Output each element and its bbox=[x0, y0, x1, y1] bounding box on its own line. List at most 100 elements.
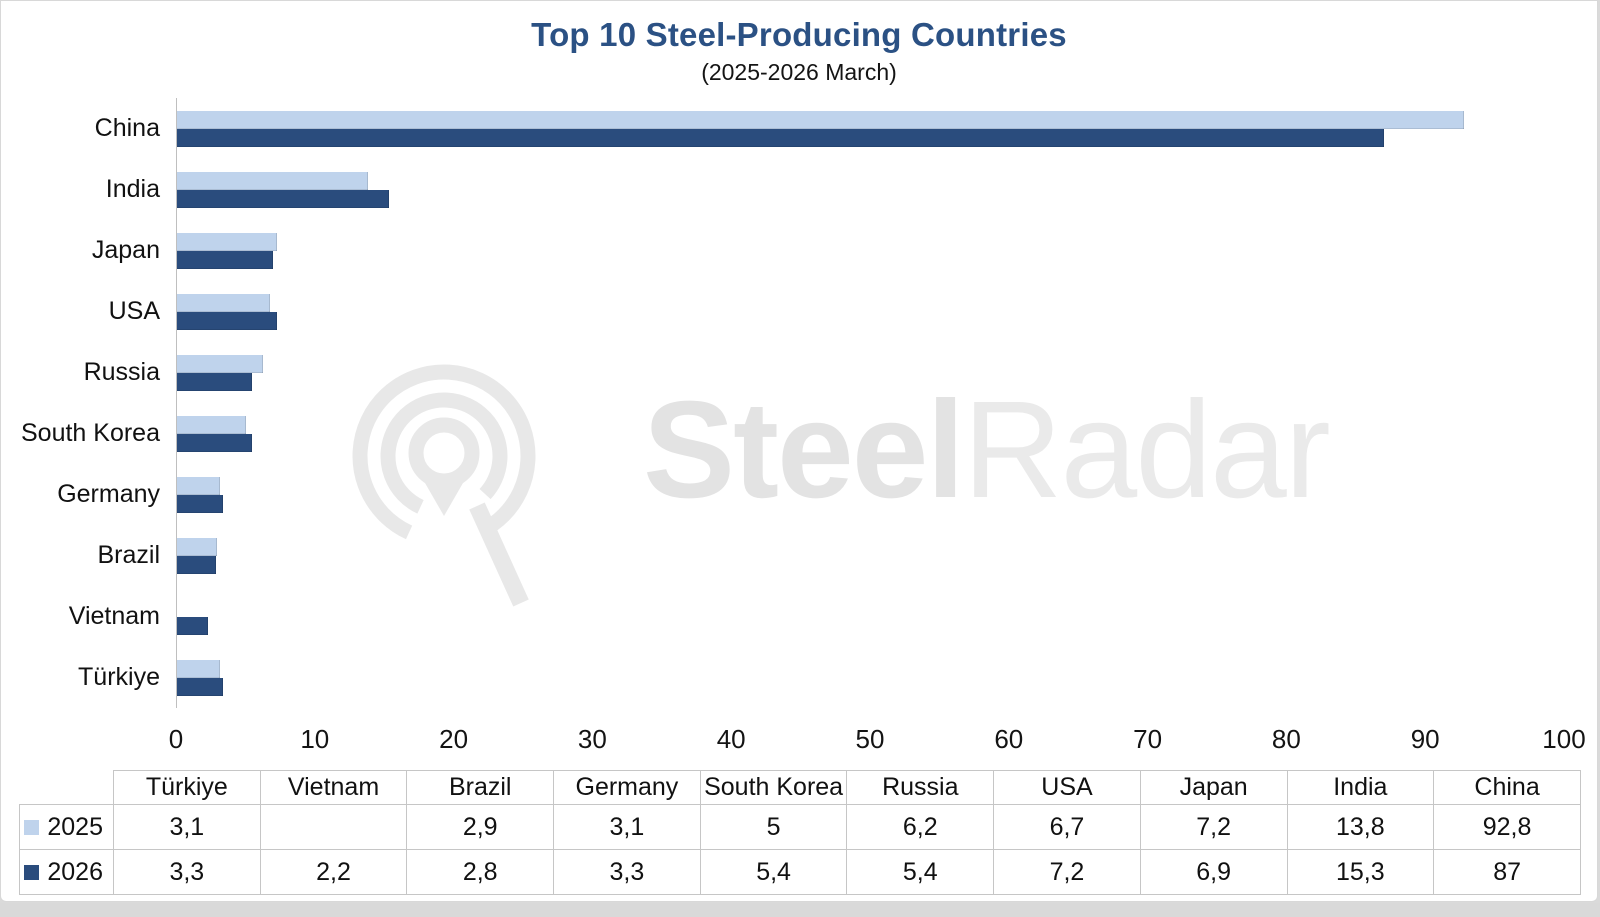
bar-2025-Türkiye bbox=[177, 660, 220, 678]
bar-2025-Japan bbox=[177, 233, 277, 251]
table-header-row: Türkiye Vietnam Brazil Germany South Korea Ru… bbox=[20, 770, 1581, 805]
table-col-header-brazil: Brazil bbox=[406, 770, 555, 805]
bar-track bbox=[176, 159, 1564, 220]
bar-slot bbox=[177, 233, 1564, 251]
category-row: South Korea bbox=[1, 403, 1564, 464]
x-tick-label: 70 bbox=[1133, 724, 1163, 754]
legend-cell-2026: 2026 bbox=[19, 849, 114, 895]
bar-2026-China bbox=[177, 129, 1384, 147]
table-col-header-türkiye: Türkiye bbox=[113, 770, 261, 805]
category-label: Japan bbox=[91, 236, 160, 264]
x-tick-label: 10 bbox=[300, 724, 330, 754]
bar-slot bbox=[177, 416, 1564, 434]
table-value-cell: 92,8 bbox=[1433, 804, 1581, 850]
legend-swatch-2026 bbox=[24, 864, 40, 880]
table-value-cell: 2,2 bbox=[259, 849, 408, 895]
legend-cell-2025: 2025 bbox=[19, 804, 114, 850]
table-col-header-south-korea: South Korea bbox=[699, 770, 848, 805]
bar-slot bbox=[177, 373, 1564, 391]
bar-slot bbox=[177, 599, 1564, 617]
category-label: India bbox=[105, 175, 160, 203]
bar-slot bbox=[177, 251, 1564, 269]
table-col-header-usa: USA bbox=[993, 770, 1141, 805]
category-row: Türkiye bbox=[1, 647, 1564, 708]
bar-2026-Vietnam bbox=[177, 617, 208, 635]
category-row: USA bbox=[1, 281, 1564, 342]
table-corner-cell bbox=[20, 771, 114, 805]
table-value-cell: 5,4 bbox=[846, 849, 995, 895]
plot-area: China India Japan USA Russia South Korea Germa… bbox=[1, 98, 1564, 708]
x-tick-label: 60 bbox=[994, 724, 1024, 754]
bar-slot bbox=[177, 434, 1564, 452]
bar-track bbox=[176, 342, 1564, 403]
table-value-cell: 7,2 bbox=[1139, 804, 1288, 850]
table-value-cell: 5,4 bbox=[699, 849, 848, 895]
x-tick-label: 40 bbox=[716, 724, 746, 754]
x-tick-label: 90 bbox=[1410, 724, 1440, 754]
bar-track bbox=[176, 220, 1564, 281]
bar-2025-South Korea bbox=[177, 416, 247, 434]
table-value-cell bbox=[259, 804, 408, 850]
table-value-cell: 3,3 bbox=[113, 849, 261, 895]
category-row: India bbox=[1, 159, 1564, 220]
bar-slot bbox=[177, 129, 1564, 147]
bar-2025-Russia bbox=[177, 355, 263, 373]
category-label: Russia bbox=[83, 358, 160, 386]
table-value-cell: 7,2 bbox=[993, 849, 1141, 895]
table-row-2026: 2026 3,3 2,2 2,8 3,3 5,4 5,4 7,2 6,9 15,3 87 bbox=[19, 849, 1581, 895]
category-row: Germany bbox=[1, 464, 1564, 525]
table-value-cell: 5 bbox=[699, 804, 848, 850]
table-value-cell: 15,3 bbox=[1286, 849, 1435, 895]
bar-2025-Germany bbox=[177, 477, 220, 495]
bar-2026-Brazil bbox=[177, 556, 216, 574]
category-row: Brazil bbox=[1, 525, 1564, 586]
bar-2025-China bbox=[177, 111, 1465, 129]
table-value-cell: 6,7 bbox=[993, 804, 1141, 850]
table-head: Türkiye Vietnam Brazil Germany South Korea Ru… bbox=[20, 770, 1581, 805]
bar-2025-USA bbox=[177, 294, 270, 312]
bar-slot bbox=[177, 294, 1564, 312]
chart-subtitle: (2025-2026 March) bbox=[701, 59, 897, 85]
legend-year-label: 2026 bbox=[47, 857, 103, 886]
table-value-cell: 3,1 bbox=[113, 804, 261, 850]
x-tick-label: 50 bbox=[855, 724, 885, 754]
category-label: Türkiye bbox=[78, 663, 160, 691]
table-col-header-russia: Russia bbox=[846, 770, 995, 805]
category-row: Japan bbox=[1, 220, 1564, 281]
bar-2026-South Korea bbox=[177, 434, 252, 452]
bar-slot bbox=[177, 617, 1564, 635]
bar-slot bbox=[177, 495, 1564, 513]
chart-title: Top 10 Steel-Producing Countries bbox=[531, 16, 1067, 53]
x-tick-label: 20 bbox=[439, 724, 469, 754]
bar-track bbox=[176, 525, 1564, 586]
bar-track bbox=[176, 403, 1564, 464]
bar-slot bbox=[177, 172, 1564, 190]
bar-slot bbox=[177, 190, 1564, 208]
bar-slot bbox=[177, 660, 1564, 678]
table-col-header-germany: Germany bbox=[553, 770, 701, 805]
bar-2025-India bbox=[177, 172, 369, 190]
legend-year-label: 2025 bbox=[47, 812, 103, 841]
category-label: China bbox=[94, 114, 160, 142]
data-table: Türkiye Vietnam Brazil Germany South Korea Ru… bbox=[19, 770, 1581, 895]
bar-track bbox=[176, 586, 1564, 647]
table-value-cell: 6,2 bbox=[846, 804, 995, 850]
bar-2025-Brazil bbox=[177, 538, 218, 556]
table-value-cell: 2,8 bbox=[406, 849, 555, 895]
bar-slot bbox=[177, 678, 1564, 696]
table-value-cell: 6,9 bbox=[1139, 849, 1288, 895]
table-body: 2025 3,1 2,9 3,1 5 6,2 6,7 7,2 13,8 92,8 2026 3,3 2,… bbox=[19, 804, 1581, 895]
category-row: China bbox=[1, 98, 1564, 159]
bar-chart: SteelRadar China India Japan USA Russia South… bbox=[1, 98, 1586, 766]
bar-track bbox=[176, 464, 1564, 525]
table-value-cell: 2,9 bbox=[406, 804, 555, 850]
bar-slot bbox=[177, 312, 1564, 330]
bar-2026-Germany bbox=[177, 495, 223, 513]
x-tick-label: 30 bbox=[577, 724, 607, 754]
bar-slot bbox=[177, 111, 1564, 129]
table-row-2025: 2025 3,1 2,9 3,1 5 6,2 6,7 7,2 13,8 92,8 bbox=[19, 804, 1581, 850]
bar-slot bbox=[177, 538, 1564, 556]
bar-slot bbox=[177, 355, 1564, 373]
bar-slot bbox=[177, 477, 1564, 495]
